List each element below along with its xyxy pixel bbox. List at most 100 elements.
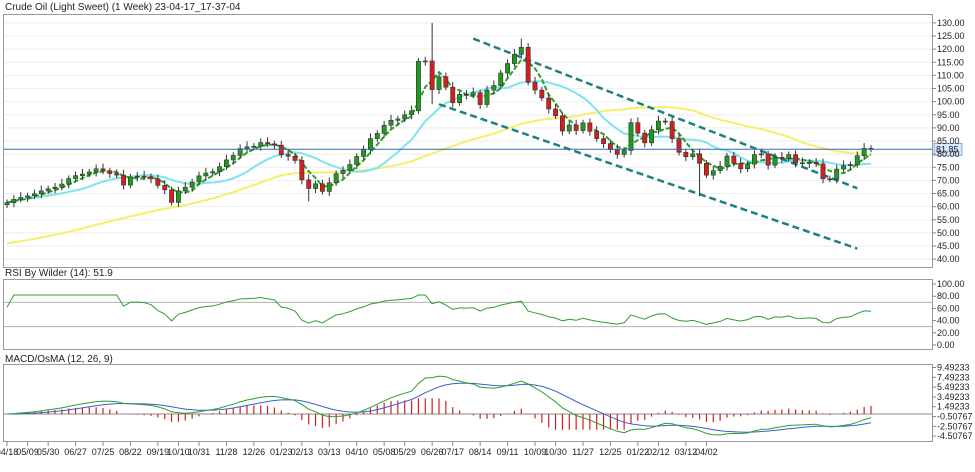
candle-body	[402, 114, 408, 120]
candle-body	[553, 108, 558, 117]
candle-body	[484, 89, 490, 105]
candle-body	[498, 72, 504, 86]
macd-y-tick-label: 5.49233	[937, 382, 970, 392]
candle-body	[608, 143, 613, 150]
candle-body	[128, 176, 133, 186]
candle-body	[258, 142, 264, 147]
candle-body	[388, 119, 394, 126]
candle-body	[793, 154, 798, 164]
candle-body	[594, 130, 600, 139]
candle-body	[285, 154, 291, 157]
candle-body	[422, 60, 428, 63]
candle-body	[738, 163, 744, 170]
price-y-tick-label: 70.00	[937, 175, 960, 185]
x-tick-label: 05/09	[16, 447, 39, 457]
candle-body	[566, 124, 572, 132]
price-y-tick-label: 110.00	[937, 70, 964, 80]
candle-body	[827, 178, 833, 181]
channel-lower-line	[438, 103, 858, 250]
macd-y-tick-label: 7.49233	[937, 372, 970, 382]
macd-signal-line	[6, 382, 872, 433]
candle-body	[841, 165, 846, 170]
candle-body	[717, 165, 723, 171]
candle-body	[217, 166, 222, 173]
candle-body	[196, 175, 202, 183]
candle-body	[573, 124, 579, 131]
price-y-tick-label: 75.00	[937, 162, 960, 172]
candle-body	[182, 186, 188, 192]
x-tick-label: 06/26	[421, 447, 444, 457]
x-tick-label: 09/19	[147, 447, 170, 457]
x-tick-label: 06/27	[64, 447, 87, 457]
candle-body	[155, 178, 161, 186]
price-panel-title: Crude Oil (Light Sweet) (1 Week) 23-04-1…	[5, 2, 241, 13]
rsi-y-axis: 0.00 20.00 40.00 60.00 80.00 100.00	[932, 279, 965, 350]
candle-body	[237, 148, 243, 156]
candle-body	[203, 172, 209, 177]
rsi-y-tick-label: 0.00	[937, 340, 955, 350]
candle-body	[731, 155, 737, 164]
candle-body	[635, 122, 641, 134]
candle-body	[752, 154, 757, 165]
candle-body	[265, 142, 270, 145]
candle-body	[148, 176, 154, 180]
x-tick-label: 09/11	[497, 447, 519, 457]
candle-body	[169, 189, 174, 203]
price-y-tick-label: 115.00	[937, 57, 964, 67]
price-y-tick-label: 40.00	[937, 254, 960, 264]
candle-body	[621, 150, 627, 155]
x-tick-label: 05/08	[373, 447, 396, 457]
candle-body	[189, 181, 195, 188]
candle-body	[18, 197, 24, 200]
macd-panel-frame	[3, 364, 933, 442]
candle-body	[25, 195, 30, 198]
rsi-y-tick-label: 20.00	[937, 328, 960, 338]
candle-body	[73, 175, 78, 179]
candle-body	[86, 171, 92, 175]
candle-body	[395, 118, 401, 121]
price-y-tick-label: 55.00	[937, 215, 960, 225]
candle-body	[340, 170, 346, 174]
candle-body	[806, 161, 812, 164]
candle-body	[834, 168, 840, 180]
candle-body	[66, 178, 72, 185]
rsi-y-tick-label: 40.00	[937, 316, 960, 326]
rsi-panel-frame	[3, 279, 933, 350]
macd-plot	[4, 375, 932, 436]
x-tick-label: 10/10	[167, 447, 190, 457]
price-y-tick-label: 90.00	[937, 123, 960, 133]
x-tick-label: 03/13	[318, 447, 341, 457]
candle-body	[4, 202, 10, 206]
x-tick-label: 10/31	[188, 447, 211, 457]
candle-body	[683, 151, 689, 158]
macd-y-tick-label: -2.50767	[937, 421, 973, 431]
last-price-label: 81.85	[936, 144, 959, 154]
x-tick-label: 02/13	[291, 447, 314, 457]
rsi-line	[6, 294, 872, 325]
candle-body	[800, 162, 805, 165]
candle-body	[313, 183, 318, 189]
candle-body	[601, 138, 606, 144]
price-y-tick-label: 125.00	[937, 31, 965, 41]
trend-channel	[438, 37, 858, 250]
candle-body	[518, 46, 524, 55]
x-tick-label: 01/22	[627, 447, 650, 457]
candle-body	[361, 149, 366, 157]
candle-body	[100, 168, 106, 172]
price-y-tick-label: 45.00	[937, 241, 960, 251]
candle-body	[491, 85, 497, 91]
candle-body	[354, 156, 360, 165]
candle-body	[662, 120, 668, 123]
candle-body	[587, 122, 593, 132]
x-tick-label: 07/25	[92, 447, 115, 457]
candle-body	[278, 144, 284, 155]
candle-body	[320, 183, 325, 192]
price-y-tick-label: 120.00	[937, 44, 965, 54]
candle-body	[477, 92, 483, 105]
rsi-panel-title: RSI By Wilder (14): 51.9	[5, 268, 113, 279]
moving-average-line	[6, 105, 872, 245]
candle-body	[704, 163, 709, 176]
candle-body	[429, 60, 435, 90]
candle-body	[121, 174, 126, 186]
